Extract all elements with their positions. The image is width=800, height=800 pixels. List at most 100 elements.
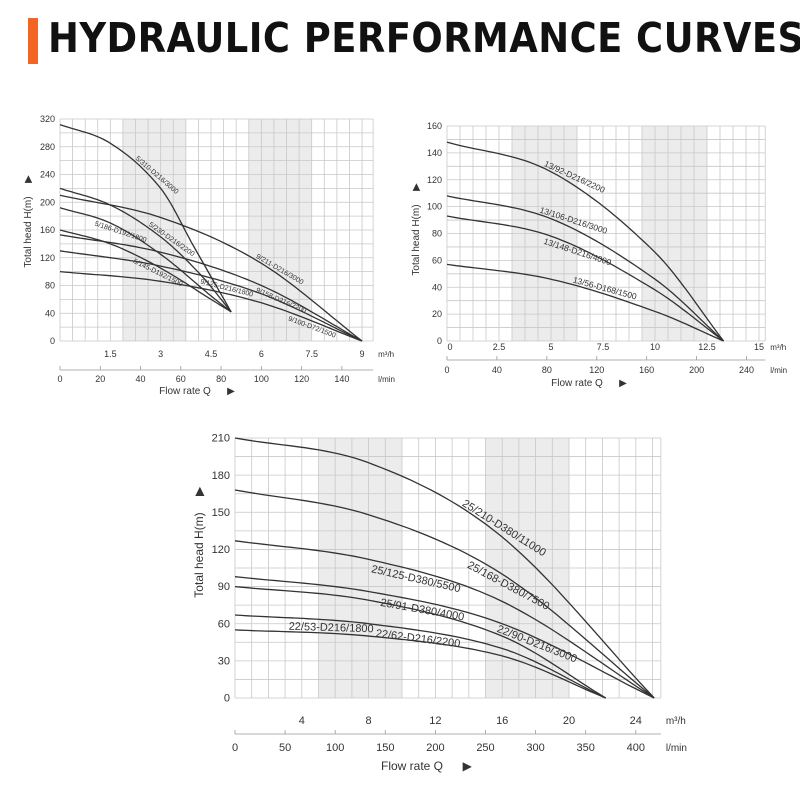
y-tick-label: 120 bbox=[212, 544, 230, 556]
arrow-right-icon: ▶ bbox=[463, 759, 473, 773]
x-tick-label: 9 bbox=[360, 349, 365, 359]
curve-line bbox=[59, 250, 363, 342]
y-axis-title: Total head H(m) ▶ bbox=[23, 175, 34, 268]
curve-line bbox=[234, 540, 655, 699]
x2-tick-label: 250 bbox=[476, 742, 494, 754]
x-tick-label: 3 bbox=[158, 349, 163, 359]
x-tick-label: 7.5 bbox=[597, 342, 610, 352]
page-title: HYDRAULIC PERFORMANCE CURVES bbox=[48, 14, 800, 62]
x-tick-label: 4 bbox=[299, 715, 305, 727]
chart-1: 0 40 80 120 160 200 240 280 320 1.5 3 4.5 6 7.5 9 m³/h 0… bbox=[23, 114, 395, 397]
y-tick-label: 0 bbox=[437, 336, 442, 346]
y-tick-label: 40 bbox=[432, 282, 442, 292]
curve-line bbox=[446, 263, 724, 342]
curve-line bbox=[234, 629, 606, 699]
y-tick-label: 20 bbox=[432, 309, 442, 319]
x-tick-label: 15 bbox=[754, 342, 764, 352]
x2-unit-label: l/min bbox=[378, 375, 395, 384]
x-tick-label: 0 bbox=[447, 342, 452, 352]
x-unit-label: m³/h bbox=[770, 343, 786, 352]
arrow-up-icon: ▶ bbox=[192, 486, 206, 496]
y-tick-label: 160 bbox=[40, 225, 55, 235]
x-tick-label: 12 bbox=[429, 715, 441, 727]
x-axis-title: Flow rate Q bbox=[159, 386, 211, 397]
x-tick-label: 24 bbox=[630, 715, 642, 727]
curve-line bbox=[59, 123, 232, 313]
curve-line bbox=[446, 195, 725, 342]
x-axis-title: Flow rate Q bbox=[551, 378, 603, 389]
y-tick-label: 90 bbox=[218, 581, 230, 593]
x-tick-label: 4.5 bbox=[205, 349, 218, 359]
y-tick-label: 320 bbox=[40, 114, 55, 124]
y-axis-title-text: Total head H(m) bbox=[192, 512, 206, 597]
curve-label: 13/56-D168/1500 bbox=[572, 275, 638, 302]
x2-tick-label: 160 bbox=[639, 365, 654, 375]
x2-tick-label: 350 bbox=[577, 742, 595, 754]
curve-line bbox=[59, 270, 363, 342]
curve-line bbox=[59, 194, 363, 342]
y-tick-label: 0 bbox=[224, 693, 230, 705]
curve-line bbox=[59, 229, 232, 313]
y-tick-label: 30 bbox=[218, 656, 230, 668]
x2-tick-label: 80 bbox=[216, 374, 226, 384]
y-tick-label: 120 bbox=[427, 175, 442, 185]
y-tick-label: 240 bbox=[40, 170, 55, 180]
x-tick-label: 1.5 bbox=[104, 349, 117, 359]
x2-tick-label: 100 bbox=[254, 374, 269, 384]
y-axis-title-text: Total head H(m) bbox=[411, 204, 422, 275]
y-tick-label: 0 bbox=[50, 336, 55, 346]
x2-tick-label: 200 bbox=[689, 365, 704, 375]
curve-line bbox=[446, 141, 725, 342]
curve-line bbox=[234, 576, 655, 699]
chart-3: 0 30 60 90 120 150 180 210 4 8 12 16 20 24 m³/h 0 50 100 1… bbox=[192, 433, 687, 773]
curve-line bbox=[59, 234, 363, 342]
x2-tick-label: 120 bbox=[294, 374, 309, 384]
x2-tick-label: 0 bbox=[444, 365, 449, 375]
arrow-up-icon: ▶ bbox=[411, 183, 422, 191]
x-tick-label: 8 bbox=[366, 715, 372, 727]
y-tick-label: 210 bbox=[212, 433, 230, 445]
curve-line bbox=[234, 437, 655, 699]
y-axis-title: Total head H(m) ▶ bbox=[411, 183, 422, 276]
x2-tick-label: 150 bbox=[376, 742, 394, 754]
arrow-right-icon: ▶ bbox=[619, 378, 627, 389]
x2-tick-label: 60 bbox=[176, 374, 186, 384]
x2-unit-label: l/min bbox=[666, 743, 687, 754]
x-tick-label: 5 bbox=[548, 342, 553, 352]
x2-tick-label: 300 bbox=[526, 742, 544, 754]
x2-tick-label: 120 bbox=[589, 365, 604, 375]
y-tick-label: 160 bbox=[427, 121, 442, 131]
y-tick-label: 200 bbox=[40, 197, 55, 207]
x2-tick-label: 200 bbox=[426, 742, 444, 754]
arrow-up-icon: ▶ bbox=[23, 175, 34, 183]
x2-tick-label: 140 bbox=[334, 374, 349, 384]
x-tick-label: 12.5 bbox=[698, 342, 716, 352]
chart-2: 0 20 40 60 80 100 120 140 160 0 2.5 5 7.5 10 12.5 15 m³/… bbox=[411, 121, 787, 389]
title-accent-bar bbox=[28, 18, 38, 64]
curve-line bbox=[234, 489, 655, 699]
x-tick-label: 16 bbox=[496, 715, 508, 727]
curve-label: 22/53-D216/1800 bbox=[288, 621, 373, 636]
x-tick-label: 20 bbox=[563, 715, 575, 727]
x-tick-label: 6 bbox=[259, 349, 264, 359]
x2-tick-label: 80 bbox=[542, 365, 552, 375]
x2-tick-label: 20 bbox=[95, 374, 105, 384]
y-tick-label: 60 bbox=[218, 618, 230, 630]
x-axis-title: Flow rate Q bbox=[381, 759, 443, 773]
x-unit-label: m³/h bbox=[666, 716, 686, 727]
y-tick-label: 280 bbox=[40, 142, 55, 152]
y-tick-label: 180 bbox=[212, 470, 230, 482]
y-tick-label: 80 bbox=[432, 229, 442, 239]
x2-tick-label: 0 bbox=[232, 742, 238, 754]
curve-line bbox=[234, 585, 607, 699]
x2-tick-label: 240 bbox=[739, 365, 754, 375]
x2-tick-label: 40 bbox=[492, 365, 502, 375]
curve-line bbox=[446, 215, 724, 342]
arrow-right-icon: ▶ bbox=[227, 386, 235, 397]
y-tick-label: 120 bbox=[40, 253, 55, 263]
y-tick-label: 140 bbox=[427, 148, 442, 158]
x-tick-label: 10 bbox=[650, 342, 660, 352]
x2-unit-label: l/min bbox=[770, 366, 787, 375]
y-tick-label: 150 bbox=[212, 507, 230, 519]
